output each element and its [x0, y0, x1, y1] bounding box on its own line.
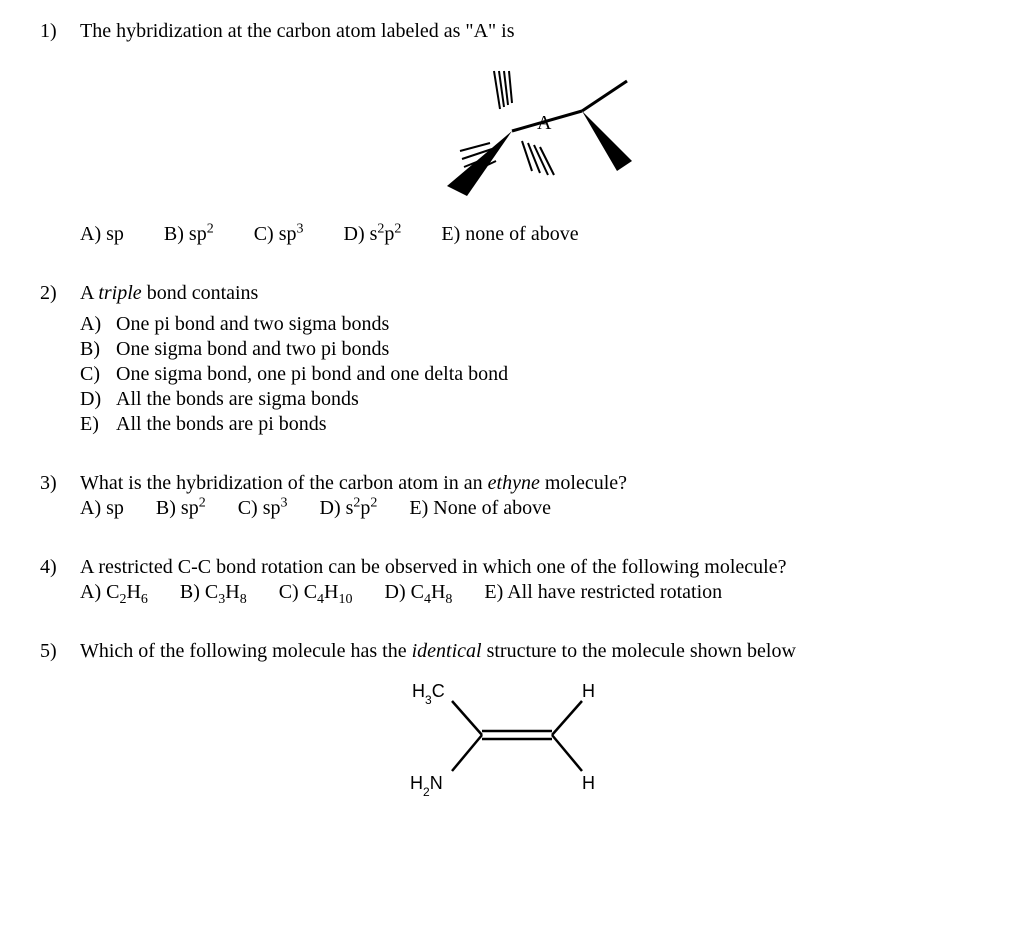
- q1-option-d: D) s2p2: [344, 223, 402, 246]
- q1-option-e: E) none of above: [441, 223, 578, 246]
- q1-figure-label-a: A: [537, 112, 552, 134]
- q3-option-e: E) None of above: [409, 497, 551, 520]
- question-3: 3) What is the hybridization of the carb…: [40, 472, 984, 520]
- q4-option-c: C) C4H10: [279, 581, 353, 604]
- question-2: 2) A triple bond contains A)One pi bond …: [40, 282, 984, 436]
- q2-text: A triple bond contains: [80, 282, 984, 305]
- q4-stem: 4) A restricted C-C bond rotation can be…: [40, 556, 984, 579]
- q5-label-br: H: [582, 773, 595, 793]
- q1-option-a: A) sp: [80, 223, 124, 246]
- molecule-a-figure-svg: A: [382, 51, 642, 211]
- question-4: 4) A restricted C-C bond rotation can be…: [40, 556, 984, 604]
- q1-text: The hybridization at the carbon atom lab…: [80, 20, 984, 43]
- q2-number: 2): [40, 282, 68, 305]
- q4-text: A restricted C-C bond rotation can be ob…: [80, 556, 984, 579]
- molecule-alkene-svg: H3C H H2N H: [382, 671, 642, 801]
- q3-option-d: D) s2p2: [320, 497, 378, 520]
- question-5: 5) Which of the following molecule has t…: [40, 640, 984, 801]
- q4-number: 4): [40, 556, 68, 579]
- q4-option-b: B) C3H8: [180, 581, 247, 604]
- q2-option-c: C)One sigma bond, one pi bond and one de…: [80, 363, 984, 386]
- q5-stem: 5) Which of the following molecule has t…: [40, 640, 984, 663]
- q3-option-c: C) sp3: [238, 497, 288, 520]
- q3-option-a: A) sp: [80, 497, 124, 520]
- q5-label-tl: H3C: [412, 681, 445, 707]
- q4-option-d: D) C4H8: [385, 581, 453, 604]
- q2-options: A)One pi bond and two sigma bonds B)One …: [80, 313, 984, 436]
- q3-text: What is the hybridization of the carbon …: [80, 472, 984, 495]
- q4-options: A) C2H6 B) C3H8 C) C4H10 D) C4H8 E) All …: [80, 581, 984, 604]
- q5-label-bl: H2N: [410, 773, 443, 799]
- q2-option-a: A)One pi bond and two sigma bonds: [80, 313, 984, 336]
- q5-figure: H3C H H2N H: [40, 671, 984, 801]
- q5-number: 5): [40, 640, 68, 663]
- q3-number: 3): [40, 472, 68, 495]
- q1-option-b: B) sp2: [164, 223, 214, 246]
- q3-stem: 3) What is the hybridization of the carb…: [40, 472, 984, 495]
- q1-options: A) sp B) sp2 C) sp3 D) s2p2 E) none of a…: [80, 223, 984, 246]
- q3-options: A) sp B) sp2 C) sp3 D) s2p2 E) None of a…: [80, 497, 984, 520]
- q2-option-d: D)All the bonds are sigma bonds: [80, 388, 984, 411]
- q1-stem: 1) The hybridization at the carbon atom …: [40, 20, 984, 43]
- q5-text: Which of the following molecule has the …: [80, 640, 984, 663]
- q1-figure: A: [40, 51, 984, 211]
- q4-option-e: E) All have restricted rotation: [484, 581, 722, 604]
- q4-option-a: A) C2H6: [80, 581, 148, 604]
- q1-option-c: C) sp3: [254, 223, 304, 246]
- q2-option-b: B)One sigma bond and two pi bonds: [80, 338, 984, 361]
- q2-option-e: E)All the bonds are pi bonds: [80, 413, 984, 436]
- q5-label-tr: H: [582, 681, 595, 701]
- q1-number: 1): [40, 20, 68, 43]
- question-1: 1) The hybridization at the carbon atom …: [40, 20, 984, 246]
- q3-option-b: B) sp2: [156, 497, 206, 520]
- q2-stem: 2) A triple bond contains: [40, 282, 984, 305]
